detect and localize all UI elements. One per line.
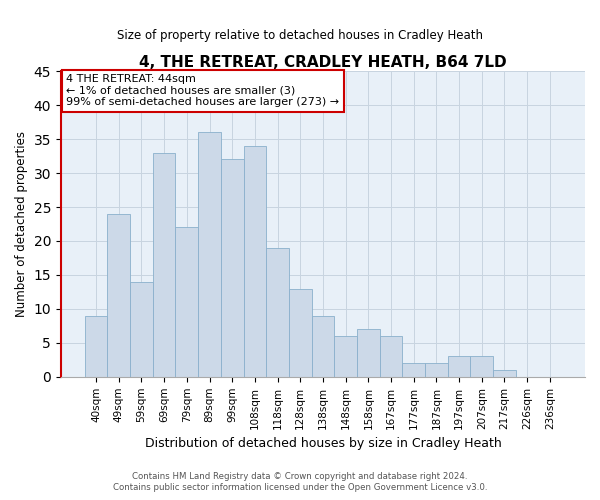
Bar	[266, 248, 289, 377]
Bar	[107, 214, 130, 377]
Bar	[130, 282, 153, 377]
Bar	[311, 316, 334, 377]
Text: Size of property relative to detached houses in Cradley Heath: Size of property relative to detached ho…	[117, 28, 483, 42]
Bar	[175, 228, 198, 377]
Bar	[85, 316, 107, 377]
Bar	[334, 336, 357, 377]
Bar	[198, 132, 221, 377]
Bar	[289, 288, 311, 377]
Bar	[493, 370, 516, 377]
Bar	[448, 356, 470, 377]
Text: 4 THE RETREAT: 44sqm
← 1% of detached houses are smaller (3)
99% of semi-detache: 4 THE RETREAT: 44sqm ← 1% of detached ho…	[66, 74, 339, 108]
Bar	[357, 330, 380, 377]
Bar	[153, 152, 175, 377]
Title: 4, THE RETREAT, CRADLEY HEATH, B64 7LD: 4, THE RETREAT, CRADLEY HEATH, B64 7LD	[139, 55, 507, 70]
Bar	[403, 363, 425, 377]
Text: Contains HM Land Registry data © Crown copyright and database right 2024.
Contai: Contains HM Land Registry data © Crown c…	[113, 472, 487, 492]
Bar	[380, 336, 403, 377]
Bar	[244, 146, 266, 377]
Bar	[221, 160, 244, 377]
Y-axis label: Number of detached properties: Number of detached properties	[15, 131, 28, 317]
X-axis label: Distribution of detached houses by size in Cradley Heath: Distribution of detached houses by size …	[145, 437, 502, 450]
Bar	[470, 356, 493, 377]
Bar	[425, 363, 448, 377]
